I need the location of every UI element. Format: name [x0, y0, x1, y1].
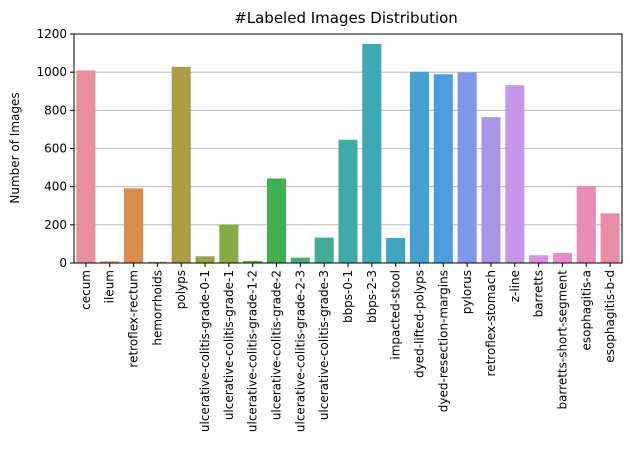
bar-z-line: [505, 85, 525, 263]
x-tick-label: barretts-short-segment: [555, 270, 569, 410]
y-tick-label: 0: [59, 256, 67, 270]
y-tick-label: 200: [44, 218, 67, 232]
y-tick-label: 400: [44, 180, 67, 194]
bar-retroflex-stomach: [481, 117, 501, 263]
bar-retroflex-rectum: [124, 188, 144, 263]
bar-barretts: [529, 255, 549, 263]
x-tick-label: esophagitis-a: [579, 270, 593, 350]
x-tick-label: bbps-0-1: [341, 270, 355, 323]
x-tick-label: retroflex-rectum: [127, 270, 141, 368]
x-tick-label: polyps: [174, 270, 188, 309]
x-tick-label: hemorrhoids: [150, 270, 164, 346]
x-tick-label: ileum: [103, 270, 117, 303]
bar-ulcerative-colitis-grade-0-1: [195, 256, 215, 263]
x-tick-label: pylorus: [460, 270, 474, 314]
bar-ulcerative-colitis-grade-2: [266, 178, 287, 263]
bar-ulcerative-colitis-grade-3: [314, 237, 334, 263]
bar-ulcerative-colitis-grade-2-3: [290, 257, 310, 263]
x-tick-label: ulcerative-colitis-grade-1-2: [246, 270, 260, 432]
x-tick-label: ulcerative-colitis-grade-2-3: [293, 270, 307, 432]
x-tick-label: ulcerative-colitis-grade-1: [222, 270, 236, 420]
x-tick-label: ulcerative-colitis-grade-2: [270, 270, 284, 420]
bar-ulcerative-colitis-grade-1-2: [243, 260, 263, 263]
x-tick-label: bbps-2-3: [365, 270, 379, 323]
x-tick-label: retroflex-stomach: [484, 270, 498, 376]
bars: [76, 43, 620, 264]
y-axis-ticks: 0 200 400 600 800 1000 1200: [36, 27, 74, 270]
x-axis-ticks: cecum ileum retroflex-rectum hemorrhoids pol…: [79, 263, 617, 432]
x-tick-label: dyed-lifted-polyps: [412, 270, 426, 378]
bar-esophagitis-b-d: [600, 213, 620, 263]
x-tick-label: dyed-resection-margins: [436, 270, 450, 412]
x-tick-label: cecum: [79, 270, 93, 310]
x-tick-label: ulcerative-colitis-grade-0-1: [198, 270, 212, 432]
x-tick-label: barretts: [532, 270, 546, 317]
bar-barretts-short-segment: [552, 252, 572, 263]
bar-bbps-0-1: [338, 139, 358, 263]
bar-pylorus: [457, 72, 477, 263]
y-axis-label: Number of Images: [8, 92, 22, 203]
y-tick-label: 600: [44, 142, 67, 156]
plot-frame: [73, 33, 623, 264]
chart-title: #Labeled Images Distribution: [234, 9, 458, 27]
bar-hemorrhoids: [147, 261, 167, 263]
bar-impacted-stool: [386, 238, 406, 263]
bar-ileum: [100, 261, 120, 263]
bar-ulcerative-colitis-grade-1: [219, 224, 239, 263]
bar-esophagitis-a: [576, 186, 596, 263]
bar-cecum: [76, 70, 96, 264]
bar-polyps: [171, 66, 191, 263]
x-tick-label: z-line: [508, 270, 522, 302]
bar-dyed-resection-margins: [433, 74, 453, 263]
y-tick-label: 1000: [36, 65, 67, 79]
bar-dyed-lifted-polyps: [409, 71, 430, 263]
x-tick-label: impacted-stool: [389, 270, 403, 360]
y-tick-label: 1200: [36, 27, 67, 41]
bar-bbps-2-3: [362, 43, 382, 263]
x-tick-label: esophagitis-b-d: [603, 270, 617, 363]
x-tick-label: ulcerative-colitis-grade-3: [317, 270, 331, 420]
y-tick-label: 800: [44, 103, 67, 117]
